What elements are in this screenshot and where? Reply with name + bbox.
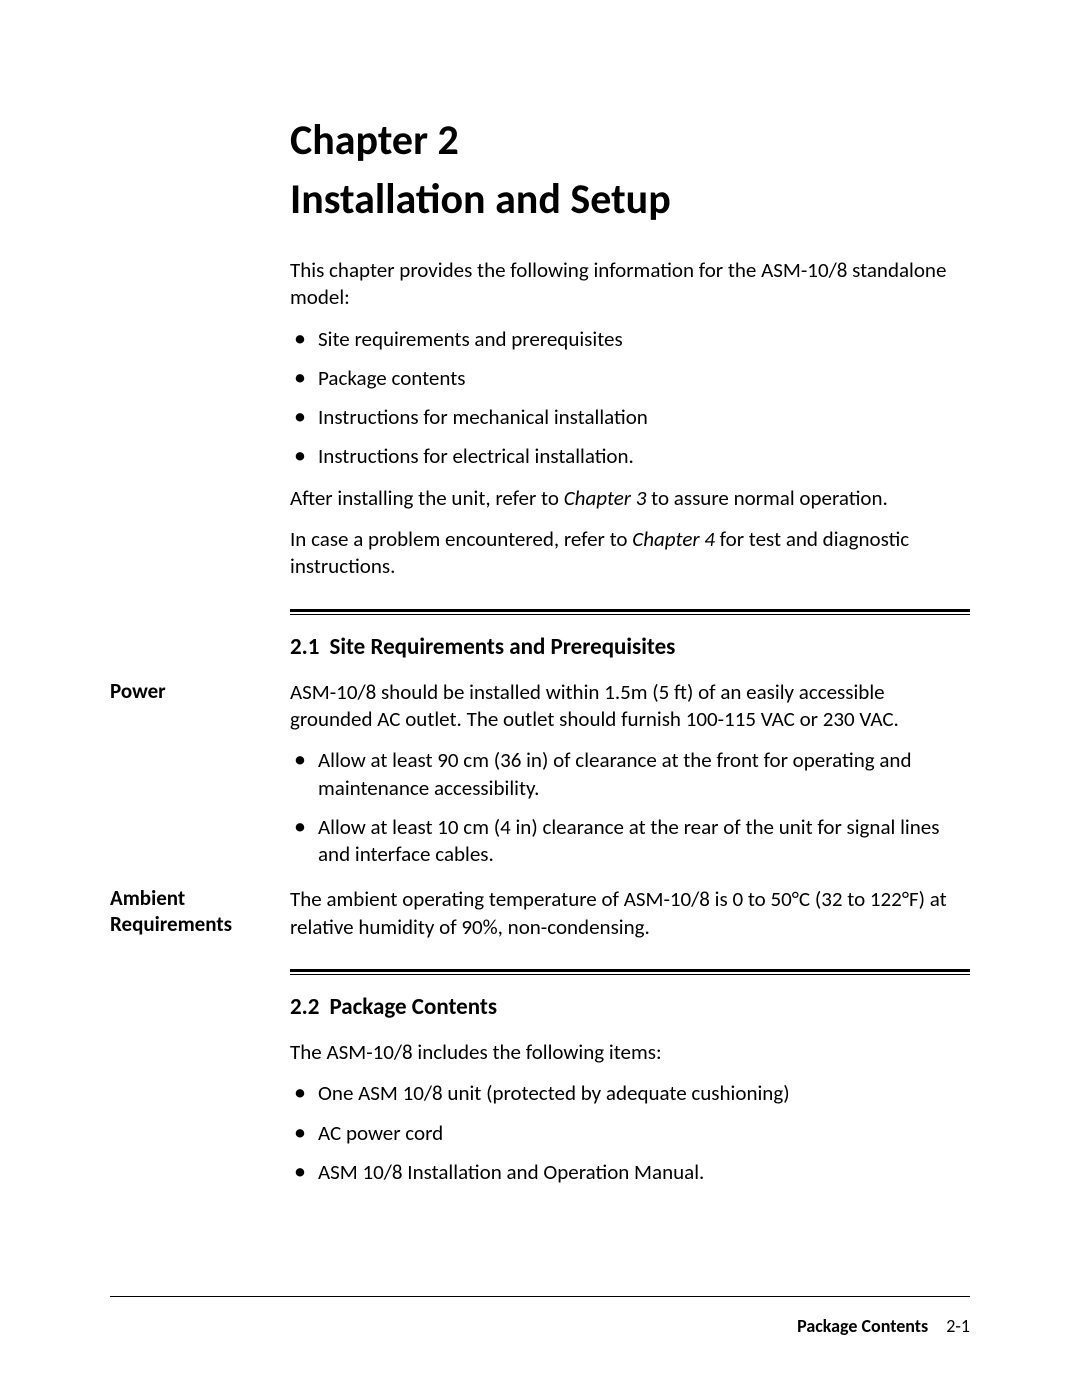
list-item: AC power cord <box>290 1120 970 1147</box>
list-item: Package contents <box>290 365 970 392</box>
side-heading-ambient: Ambient Requirements <box>110 886 285 936</box>
main-column: Chapter 2 Installation and Setup This ch… <box>290 115 970 1186</box>
chapter-label: Chapter 2 <box>290 115 970 166</box>
power-paragraph: ASM-10/8 should be installed within 1.5m… <box>290 679 970 734</box>
ambient-paragraph: The ambient operating temperature of ASM… <box>290 886 970 941</box>
package-bullet-list: One ASM 10/8 unit (protected by adequate… <box>290 1080 970 1186</box>
list-item: Allow at least 90 cm (36 in) of clearanc… <box>290 747 970 802</box>
section-number: 2.2 <box>290 993 319 1021</box>
power-bullet-list: Allow at least 90 cm (36 in) of clearanc… <box>290 747 970 868</box>
section-number: 2.1 <box>290 633 319 661</box>
section-title: Site Requirements and Prerequisites <box>329 633 675 661</box>
page-footer: Package Contents 2-1 <box>110 1296 970 1337</box>
list-item: Site requirements and prerequisites <box>290 326 970 353</box>
section-rule <box>290 609 970 615</box>
list-item: One ASM 10/8 unit (protected by adequate… <box>290 1080 970 1107</box>
block-power: ASM-10/8 should be installed within 1.5m… <box>290 679 970 869</box>
intro-lead: This chapter provides the following info… <box>290 257 970 312</box>
text-run: In case a problem encountered, refer to <box>290 526 632 552</box>
side-heading-power: Power <box>110 679 285 704</box>
section-title: Package Contents <box>329 993 497 1021</box>
section-rule <box>290 969 970 975</box>
intro-after-1: After installing the unit, refer to Chap… <box>290 485 970 512</box>
list-item: Instructions for mechanical installation <box>290 404 970 431</box>
list-item: ASM 10/8 Installation and Operation Manu… <box>290 1159 970 1186</box>
section-heading-22: 2.2 Package Contents <box>290 993 970 1021</box>
page: Chapter 2 Installation and Setup This ch… <box>0 0 1080 1397</box>
section-heading-21: 2.1 Site Requirements and Prerequisites <box>290 633 970 661</box>
intro-after-2: In case a problem encountered, refer to … <box>290 526 970 581</box>
text-run: After installing the unit, refer to <box>290 485 564 511</box>
text-run: to assure normal operation. <box>646 485 887 511</box>
intro-bullet-list: Site requirements and prerequisites Pack… <box>290 326 970 471</box>
chapter-title: Installation and Setup <box>290 174 970 225</box>
package-lead: The ASM-10/8 includes the following item… <box>290 1039 970 1066</box>
footer-section-label: Package Contents <box>797 1315 928 1337</box>
chapter-ref: Chapter 3 <box>564 485 647 511</box>
list-item: Instructions for electrical installation… <box>290 443 970 470</box>
block-ambient: The ambient operating temperature of ASM… <box>290 886 970 941</box>
list-item: Allow at least 10 cm (4 in) clearance at… <box>290 814 970 869</box>
footer-page-number: 2-1 <box>946 1315 970 1337</box>
chapter-ref: Chapter 4 <box>632 526 715 552</box>
